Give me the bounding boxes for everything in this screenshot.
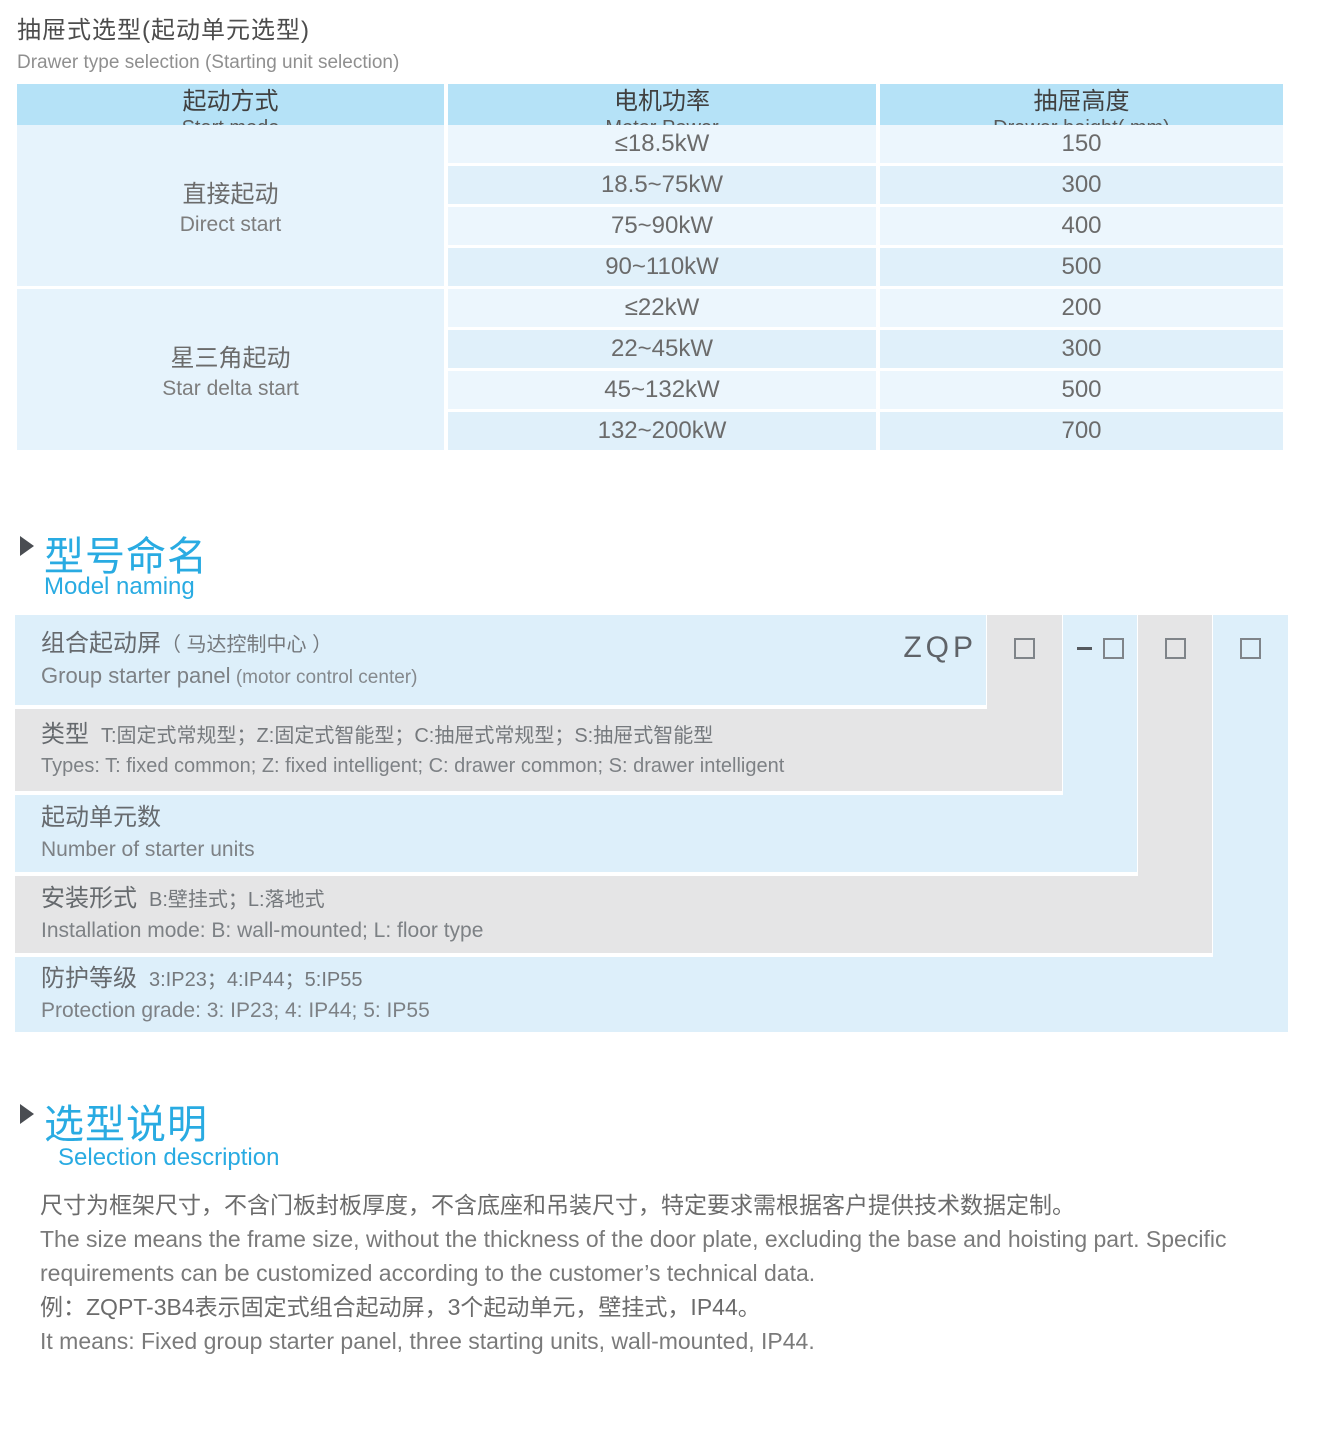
page-title-en: Drawer type selection (Starting unit sel… bbox=[17, 52, 400, 73]
protection-label-zh: 防护等级 bbox=[41, 964, 137, 992]
code-placeholder-box bbox=[1014, 638, 1035, 659]
protection-detail-zh: 3:IP23；4:IP44；5:IP55 bbox=[149, 968, 363, 991]
group-cell-star-delta: 星三角起动 Star delta start bbox=[17, 289, 444, 450]
group-direct-start-en: Direct start bbox=[179, 213, 282, 236]
installation-en: Installation mode: B: wall-mounted; L: f… bbox=[41, 918, 484, 942]
panel-en-sub: (motor control center) bbox=[230, 666, 418, 688]
group-star-delta-zh: 星三角起动 bbox=[170, 345, 291, 372]
cell-power: 132~200kW bbox=[448, 412, 876, 450]
cell-power: ≤18.5kW bbox=[448, 125, 876, 163]
page-title-zh: 抽屉式选型(起动单元选型) bbox=[17, 17, 310, 44]
naming-row-installation: 安装形式 B:壁挂式；L:落地式 Installation mode: B: wa… bbox=[15, 876, 1212, 953]
panel-zh: 组合起动屏 bbox=[41, 629, 161, 657]
cell-height: 300 bbox=[880, 330, 1283, 368]
naming-row-panel: 组合起动屏（ 马达控制中心 ） Group starter panel (mot… bbox=[15, 615, 986, 705]
code-placeholder-box bbox=[1102, 638, 1124, 659]
installation-label-zh: 安装形式 bbox=[41, 884, 137, 912]
naming-row-types: 类型 T:固定式常规型；Z:固定式智能型；C:抽屉式常规型；S:抽屉式智能型 Ty… bbox=[15, 709, 1062, 791]
cell-height: 400 bbox=[880, 207, 1283, 245]
section-title-en: Model naming bbox=[44, 573, 195, 600]
cell-height: 300 bbox=[880, 166, 1283, 204]
section-title-zh: 型号命名 bbox=[44, 535, 208, 579]
section-header-selection-description: 选型说明 Selection description bbox=[18, 1092, 418, 1182]
section-arrow-icon bbox=[20, 1104, 34, 1124]
dash-and-box bbox=[1076, 638, 1124, 659]
section-arrow-icon bbox=[20, 536, 34, 556]
types-en: Types: T: fixed common; Z: fixed intelli… bbox=[41, 754, 785, 777]
cell-power: 75~90kW bbox=[448, 207, 876, 245]
group-cell-direct-start: 直接起动 Direct start bbox=[17, 125, 444, 286]
cell-power: 90~110kW bbox=[448, 248, 876, 286]
model-code-prefix: ZQP bbox=[903, 631, 977, 664]
example-en: It means: Fixed group starter panel, thr… bbox=[40, 1328, 815, 1354]
group-direct-start-zh: 直接起动 bbox=[182, 181, 279, 208]
cell-power: 45~132kW bbox=[448, 371, 876, 409]
cell-power: 18.5~75kW bbox=[448, 166, 876, 204]
cell-height: 500 bbox=[880, 371, 1283, 409]
header-motor-power-zh: 电机功率 bbox=[614, 87, 710, 115]
model-naming-diagram: 组合起动屏（ 马达控制中心 ） Group starter panel (mot… bbox=[0, 615, 1322, 1035]
cell-power: ≤22kW bbox=[448, 289, 876, 327]
code-placeholder-box bbox=[1240, 638, 1261, 659]
section-title-zh: 选型说明 bbox=[44, 1103, 208, 1147]
units-en: Number of starter units bbox=[41, 837, 255, 861]
panel-en: Group starter panel bbox=[41, 662, 231, 688]
header-start-mode-zh: 起动方式 bbox=[182, 87, 279, 115]
protection-en: Protection grade: 3: IP23; 4: IP44; 5: I… bbox=[41, 998, 430, 1022]
description-zh: 尺寸为框架尺寸，不含门板封板厚度，不含底座和吊装尺寸，特定要求需根据客户提供技术… bbox=[40, 1192, 1075, 1218]
group-star-delta-en: Star delta start bbox=[162, 377, 299, 400]
cell-power: 22~45kW bbox=[448, 330, 876, 368]
page-title: 抽屉式选型(起动单元选型) Drawer type selection (Sta… bbox=[17, 10, 399, 74]
naming-row-units: 起动单元数 Number of starter units bbox=[15, 795, 1137, 872]
code-placeholder-box bbox=[1164, 638, 1186, 659]
selection-description-text: 尺寸为框架尺寸，不含门板封板厚度，不含底座和吊装尺寸，特定要求需根据客户提供技术… bbox=[40, 1188, 1292, 1358]
drawer-selection-table: 起动方式 Start mode 电机功率 Motor Power 抽屉高度 Dr… bbox=[17, 84, 1283, 450]
cell-height: 500 bbox=[880, 248, 1283, 286]
header-drawer-height-zh: 抽屉高度 bbox=[1033, 87, 1130, 115]
cell-height: 700 bbox=[880, 412, 1283, 450]
units-label-zh: 起动单元数 bbox=[41, 803, 161, 831]
dash-icon bbox=[1076, 647, 1092, 650]
installation-detail-zh: B:壁挂式；L:落地式 bbox=[149, 888, 325, 911]
description-en: The size means the frame size, without t… bbox=[40, 1226, 1227, 1286]
cell-height: 150 bbox=[880, 125, 1283, 163]
types-detail-zh: T:固定式常规型；Z:固定式智能型；C:抽屉式常规型；S:抽屉式智能型 bbox=[101, 724, 714, 747]
naming-row-protection: 防护等级 3:IP23；4:IP44；5:IP55 Protection grad… bbox=[15, 957, 1288, 1032]
panel-zh-sub: （ 马达控制中心 ） bbox=[161, 633, 333, 656]
section-header-model-naming: 型号命名 Model naming bbox=[18, 524, 418, 604]
example-zh: 例：ZQPT-3B4表示固定式组合起动屏，3个起动单元，壁挂式，IP44。 bbox=[40, 1294, 761, 1320]
cell-height: 200 bbox=[880, 289, 1283, 327]
types-label-zh: 类型 bbox=[41, 720, 89, 748]
section-title-en: Selection description bbox=[58, 1144, 280, 1171]
